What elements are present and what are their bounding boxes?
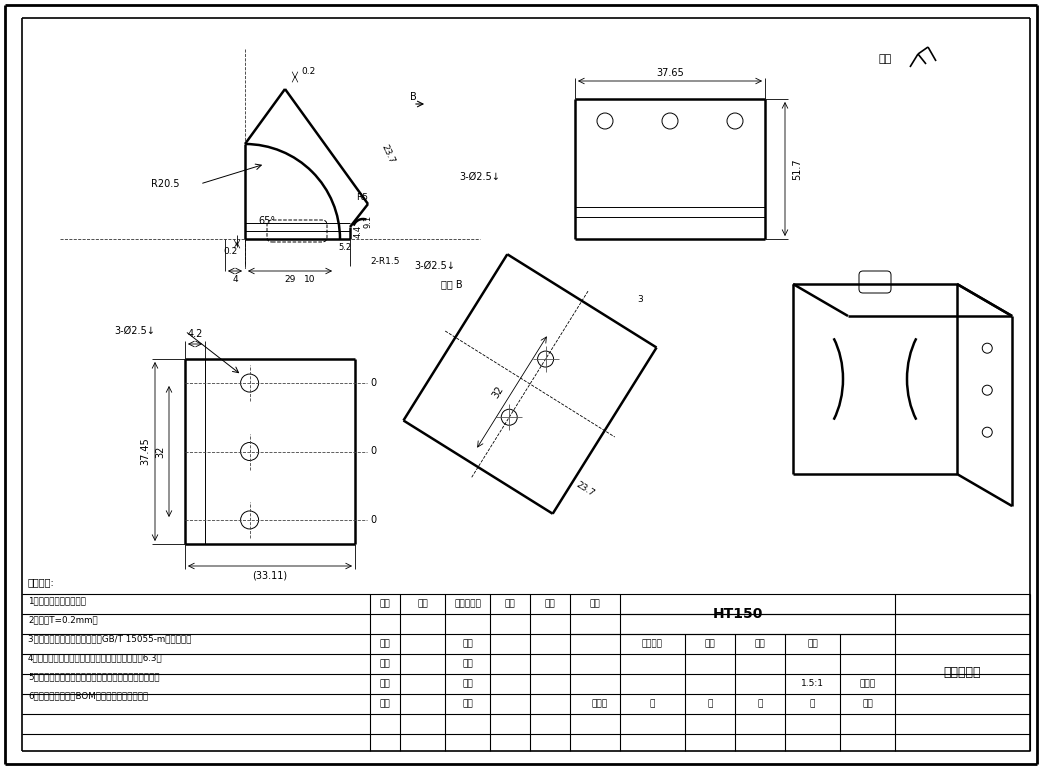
- Text: 37.45: 37.45: [140, 438, 150, 465]
- Text: 制图: 制图: [379, 660, 391, 668]
- Text: 0.2: 0.2: [301, 66, 315, 75]
- Text: 标记: 标记: [379, 600, 391, 608]
- Text: 参数: 参数: [590, 600, 600, 608]
- Text: 3、未注线性及角度尺寸公差按GB/T 15055-m级公差计，: 3、未注线性及角度尺寸公差按GB/T 15055-m级公差计，: [28, 634, 192, 644]
- Text: 版本: 版本: [704, 640, 716, 648]
- Text: 23.7: 23.7: [574, 480, 596, 498]
- Text: 3-Ø2.5↓: 3-Ø2.5↓: [115, 326, 155, 336]
- Text: 图号: 图号: [862, 700, 873, 708]
- Text: 设计: 设计: [379, 640, 391, 648]
- Text: 3-Ø2.5↓: 3-Ø2.5↓: [460, 172, 500, 182]
- Text: 32: 32: [155, 445, 165, 458]
- Text: 标识号: 标识号: [860, 680, 875, 688]
- Text: 3-Ø2.5↓: 3-Ø2.5↓: [415, 261, 455, 271]
- Text: B: B: [410, 92, 417, 102]
- Text: 37.65: 37.65: [656, 68, 684, 78]
- Text: 标准: 标准: [462, 660, 473, 668]
- Text: 2、板厚T=0.2mm，: 2、板厚T=0.2mm，: [28, 615, 98, 624]
- Text: 1.5:1: 1.5:1: [801, 680, 824, 688]
- Text: 重量: 重量: [754, 640, 766, 648]
- Text: R5: R5: [356, 192, 368, 201]
- Text: 处数: 处数: [417, 600, 428, 608]
- Text: 4.2: 4.2: [188, 329, 203, 339]
- Text: 51.7: 51.7: [792, 158, 802, 180]
- Text: 技术要求:: 技术要求:: [28, 577, 55, 587]
- Text: 0: 0: [370, 378, 376, 388]
- Text: 65°: 65°: [258, 216, 275, 226]
- Text: 1、切断边倒棱去毛刺，: 1、切断边倒棱去毛刺，: [28, 597, 86, 605]
- Text: 工艺: 工艺: [462, 640, 473, 648]
- Text: 张: 张: [810, 700, 815, 708]
- Text: (33.11): (33.11): [252, 571, 288, 581]
- Text: 10: 10: [304, 275, 316, 284]
- Text: 其余: 其余: [878, 54, 892, 64]
- Text: 3: 3: [637, 295, 643, 304]
- Text: 签字: 签字: [504, 600, 516, 608]
- Text: 32: 32: [491, 384, 505, 400]
- Text: 4: 4: [232, 275, 238, 284]
- Text: 0.2: 0.2: [223, 247, 238, 255]
- Text: 23.7: 23.7: [379, 143, 396, 165]
- Text: 2-R1.5: 2-R1.5: [370, 257, 400, 265]
- Text: 主关件: 主关件: [592, 700, 609, 708]
- Text: 5、表面涂装为灰白色环氧防锈底漆，螺纹孔涂防锈油，: 5、表面涂装为灰白色环氧防锈底漆，螺纹孔涂防锈油，: [28, 673, 159, 681]
- Text: 小型电机壳: 小型电机壳: [944, 666, 982, 679]
- Text: 0: 0: [370, 447, 376, 457]
- Text: 审核: 审核: [379, 700, 391, 708]
- Text: 5.2: 5.2: [339, 242, 351, 251]
- Text: 视图 B: 视图 B: [441, 279, 463, 289]
- Text: 更改文件号: 更改文件号: [454, 600, 481, 608]
- Text: 共: 共: [650, 700, 655, 708]
- Text: 0: 0: [370, 515, 376, 525]
- Text: 日期: 日期: [545, 600, 555, 608]
- Text: 29: 29: [284, 275, 296, 284]
- Text: 4.4: 4.4: [353, 225, 363, 238]
- Text: 9.1: 9.1: [364, 215, 372, 228]
- Text: 第: 第: [758, 700, 763, 708]
- Text: 批准: 批准: [462, 680, 473, 688]
- Text: 日期: 日期: [462, 700, 473, 708]
- Text: 比例: 比例: [808, 640, 818, 648]
- Text: 图样标记: 图样标记: [642, 640, 663, 648]
- Text: 张: 张: [708, 700, 713, 708]
- Text: HT150: HT150: [713, 607, 763, 621]
- Text: 4、钣金下料采用激光切割工艺，切割面光洁度达6.3，: 4、钣金下料采用激光切割工艺，切割面光洁度达6.3，: [28, 654, 163, 663]
- Text: R20.5: R20.5: [151, 179, 179, 189]
- Text: 6、最终涂装颜色按BOM清单中备注颜色执行。: 6、最终涂装颜色按BOM清单中备注颜色执行。: [28, 691, 148, 701]
- Text: 校对: 校对: [379, 680, 391, 688]
